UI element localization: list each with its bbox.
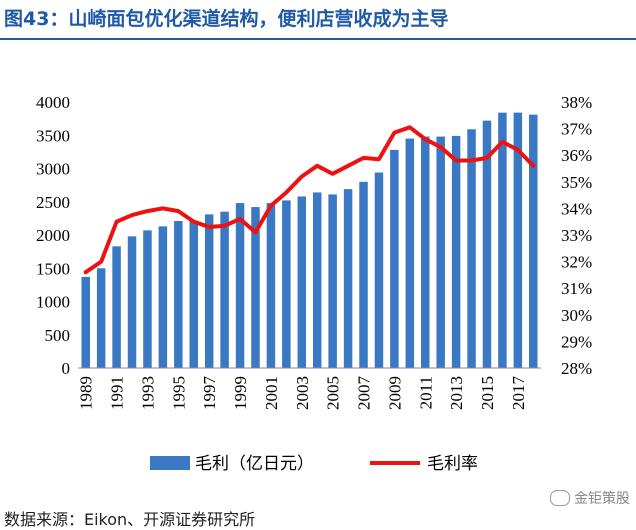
bar (436, 136, 445, 368)
y-right-tick-label: 38% (561, 93, 592, 112)
y-left-tick-label: 500 (45, 326, 71, 345)
x-tick-label: 2005 (324, 376, 343, 410)
y-left-tick-label: 2000 (36, 226, 70, 245)
y-right-tick-label: 31% (561, 279, 592, 298)
x-tick-label: 1991 (108, 376, 127, 410)
bar (143, 230, 152, 368)
x-tick-label: 1999 (231, 376, 250, 410)
data-source: 数据来源：Eikon、开源证券研究所 (4, 510, 256, 529)
y-right-tick-label: 34% (561, 199, 592, 218)
wechat-icon (550, 490, 570, 506)
bar (251, 207, 260, 368)
bar (220, 211, 229, 368)
watermark: 金钜策股 (550, 488, 630, 508)
bar (312, 192, 322, 368)
bar (390, 149, 399, 368)
bar (374, 172, 384, 368)
x-tick-label: 2001 (262, 376, 281, 410)
y-right-tick-label: 29% (561, 332, 592, 351)
bar (451, 135, 461, 368)
bar (282, 200, 291, 368)
bar (328, 194, 337, 368)
bar (158, 226, 168, 368)
bar (513, 112, 523, 368)
legend-label-bar: 毛利（亿日元） (195, 454, 314, 474)
bar (189, 221, 198, 368)
bar (112, 246, 121, 368)
bar (359, 181, 368, 368)
bar (127, 236, 137, 368)
bar (81, 276, 90, 368)
y-left-tick-label: 3000 (36, 160, 70, 179)
title-divider (0, 38, 636, 40)
y-left-tick-label: 4000 (36, 93, 70, 112)
x-tick-label: 2015 (478, 376, 497, 410)
bar (498, 112, 507, 368)
chart-title: 图43：山崎面包优化渠道结构，便利店营收成为主导 (4, 8, 449, 30)
x-tick-label: 2013 (447, 376, 466, 410)
series-line-margin (83, 125, 536, 275)
x-tick-label: 2007 (355, 376, 374, 411)
y-right-tick-label: 37% (561, 120, 592, 139)
x-tick-label: 2011 (416, 376, 435, 409)
y-right-tick-label: 36% (561, 146, 592, 165)
x-tick-label: 1993 (138, 376, 157, 410)
y-right-tick-label: 35% (561, 173, 592, 192)
bar (482, 120, 492, 369)
y-left-tick-label: 1000 (36, 293, 70, 312)
y-left-tick-label: 3500 (36, 126, 70, 145)
legend-swatch-bar (150, 456, 190, 470)
bar (266, 203, 276, 368)
y-left-tick-label: 0 (62, 359, 71, 378)
watermark-text: 金钜策股 (574, 491, 630, 507)
bar (421, 136, 430, 368)
x-tick-label: 1989 (77, 376, 96, 410)
bar (96, 268, 106, 368)
y-right-tick-label: 30% (561, 306, 592, 325)
x-tick-label: 2003 (293, 376, 312, 410)
legend-label-line: 毛利率 (427, 454, 478, 474)
x-tick-label: 1995 (169, 376, 188, 410)
y-left-tick-label: 1500 (36, 259, 70, 278)
y-right-tick-label: 28% (561, 359, 592, 378)
bar (529, 114, 538, 368)
bar (235, 203, 245, 368)
x-tick-label: 1997 (200, 376, 219, 411)
x-tick-label: 2017 (509, 376, 528, 411)
bar (174, 221, 183, 368)
chart-canvas: 0 500 1000 1500 2000 2500 3000 3500 4000 28% 29% 30… (36, 93, 592, 474)
y-right-tick-label: 32% (561, 253, 592, 272)
bar (467, 129, 476, 368)
bar (297, 196, 307, 368)
y-left-tick-label: 2500 (36, 193, 70, 212)
bar (343, 189, 353, 368)
bar (204, 214, 214, 368)
x-tick-label: 2009 (385, 376, 404, 410)
bar (405, 138, 415, 368)
y-right-tick-label: 33% (561, 226, 592, 245)
